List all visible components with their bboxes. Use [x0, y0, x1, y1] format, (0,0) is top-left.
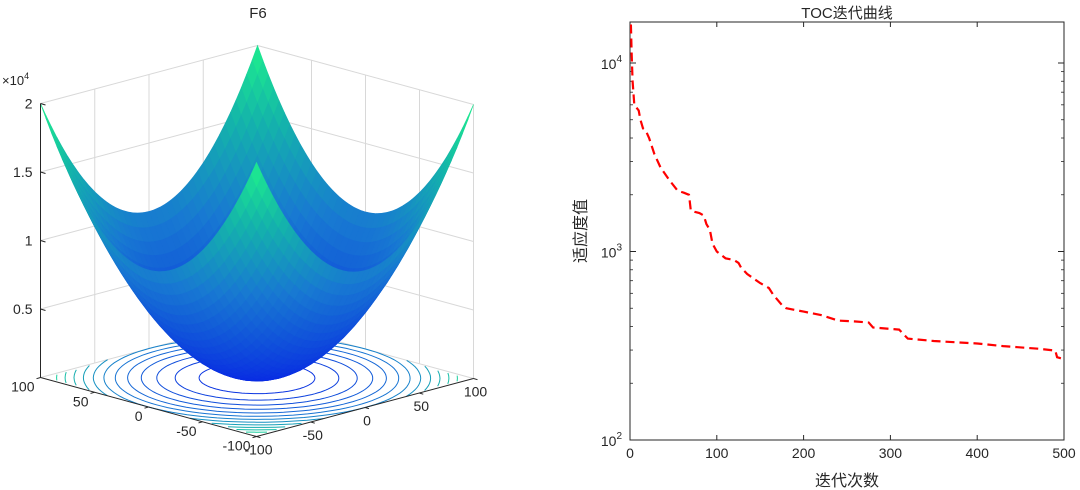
- y-tick-mark: [310, 421, 315, 424]
- y-axis-ticks: -100 -50 0 50 100: [244, 378, 488, 458]
- z-tick-mark: [40, 171, 46, 174]
- z-tick-mark: [40, 103, 46, 106]
- surface-patch: [250, 161, 263, 188]
- x-tick-label: -50: [176, 423, 196, 439]
- x-tick-label: 100: [705, 445, 729, 461]
- left-title: F6: [249, 5, 267, 22]
- series-line: [630, 24, 1064, 361]
- x-tick-label: 300: [879, 445, 903, 461]
- x-tick-label: 100: [11, 379, 35, 395]
- x-tick-mark: [36, 377, 41, 380]
- y-axis-ticks: 104 103 102: [601, 54, 1064, 449]
- surface-plot: F6 2 1.5 1 0.5 ×104 100 50 0 -50 -100 -100 -50 0 5…: [2, 5, 487, 458]
- y-tick-label: 103: [601, 242, 623, 260]
- right-title: TOC迭代曲线: [801, 5, 892, 22]
- x-tick-mark: [252, 436, 257, 439]
- y-tick-mark: [419, 392, 424, 395]
- z-tick-label: 0.5: [13, 301, 33, 317]
- plot-frame: [629, 21, 1065, 441]
- x-tick-label: 400: [966, 445, 990, 461]
- y-tick-label: 102: [601, 431, 623, 449]
- x-tick-label: 50: [73, 393, 89, 409]
- surface-mesh: [40, 44, 474, 382]
- y-tick-label: 104: [601, 54, 623, 72]
- y-tick-mark: [473, 378, 478, 381]
- z-tick-mark: [40, 308, 46, 311]
- x-tick-mark: [198, 421, 203, 424]
- x-tick-label: 200: [792, 445, 816, 461]
- z-tick-label: 1.5: [13, 164, 33, 180]
- y-tick-mark: [256, 436, 261, 439]
- x-tick-mark: [144, 406, 149, 409]
- x-tick-label: 0: [135, 408, 143, 424]
- y-tick-mark: [364, 407, 370, 410]
- z-axis-ticks: 2 1.5 1 0.5: [13, 96, 46, 317]
- y-tick-label: -50: [303, 427, 323, 443]
- x-tick-mark: [90, 391, 95, 394]
- y-tick-label: 100: [464, 384, 488, 400]
- z-exponent: ×104: [2, 71, 29, 88]
- y-tick-label: 0: [363, 413, 371, 429]
- z-tick-mark: [40, 240, 46, 243]
- x-axis-label: 迭代次数: [815, 472, 879, 490]
- x-tick-label: -100: [222, 438, 250, 454]
- x-axis-ticks: 0 100 200 300 400 500: [626, 22, 1076, 461]
- y-tick-label: 50: [413, 398, 429, 414]
- z-tick-label: 2: [25, 96, 33, 112]
- z-tick-label: 1: [25, 233, 33, 249]
- x-tick-label: 500: [1052, 445, 1076, 461]
- y-axis-label: 适应度值: [571, 199, 590, 263]
- x-axis-ticks: 100 50 0 -50 -100: [11, 377, 257, 454]
- x-tick-label: 0: [626, 445, 634, 461]
- y-tick-label: -100: [244, 442, 272, 458]
